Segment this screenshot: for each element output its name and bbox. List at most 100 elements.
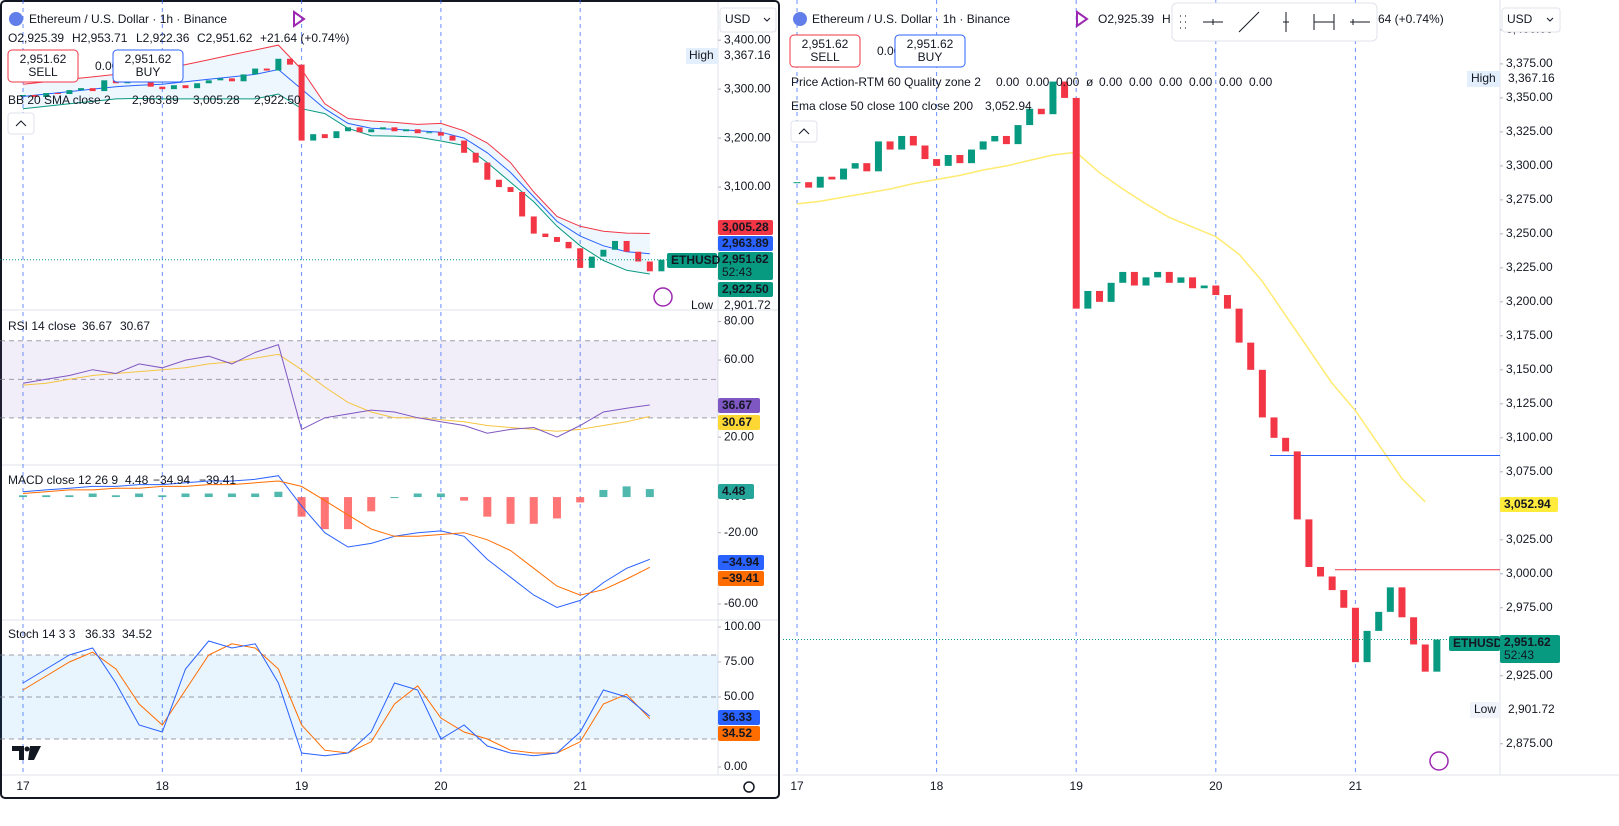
candle bbox=[793, 182, 801, 184]
candle bbox=[1386, 587, 1394, 612]
currency[interactable]: USD bbox=[725, 12, 751, 26]
price-badge: 2,951.62 bbox=[722, 252, 769, 266]
alert-icon[interactable] bbox=[1429, 751, 1449, 771]
macd-histogram-bar bbox=[227, 493, 236, 498]
candle bbox=[194, 83, 201, 89]
buy-label[interactable]: BUY bbox=[918, 50, 943, 64]
macd-histogram-bar bbox=[483, 497, 492, 517]
tv-logo bbox=[12, 746, 41, 760]
candle bbox=[933, 159, 941, 166]
symbol-icon bbox=[9, 12, 23, 26]
currency-chevron bbox=[763, 17, 771, 22]
candle bbox=[182, 85, 189, 89]
collapse-button[interactable] bbox=[790, 120, 818, 143]
candle bbox=[623, 240, 630, 252]
candle bbox=[321, 134, 328, 139]
buy-button[interactable] bbox=[894, 34, 966, 68]
sell-price[interactable]: 2,951.62 bbox=[20, 52, 67, 66]
symbol-tag: ETHUSD bbox=[671, 253, 721, 267]
candle bbox=[298, 64, 305, 141]
alert-icon[interactable] bbox=[653, 287, 673, 307]
candle bbox=[1037, 108, 1045, 115]
candle bbox=[1270, 417, 1278, 438]
candle bbox=[1293, 451, 1301, 520]
macd-histogram-bar bbox=[599, 489, 608, 498]
basis-badge-bg bbox=[718, 236, 773, 251]
candle bbox=[461, 140, 468, 153]
high-value: 3,367.16 bbox=[1508, 71, 1555, 85]
candle bbox=[979, 141, 987, 150]
time-label: 20 bbox=[434, 779, 448, 793]
y-tick-label: 3,225.00 bbox=[1506, 260, 1553, 274]
y-tick-label: 3,275.00 bbox=[1506, 192, 1553, 206]
macd-line bbox=[22, 475, 650, 609]
buy-price[interactable]: 2,951.62 bbox=[907, 37, 954, 51]
signal-line bbox=[22, 480, 651, 596]
y-tick-label: 60.00 bbox=[724, 352, 754, 366]
candle bbox=[1223, 295, 1231, 309]
macd-histogram-bar bbox=[576, 497, 585, 503]
macd-histogram-bar bbox=[135, 493, 144, 498]
candle bbox=[646, 261, 653, 272]
candle bbox=[1258, 369, 1266, 418]
sell-button[interactable] bbox=[7, 49, 79, 83]
buy-price[interactable]: 2,951.62 bbox=[125, 52, 172, 66]
price-badge-countdown: 52:43 bbox=[1504, 648, 1534, 662]
buy-label[interactable]: BUY bbox=[136, 65, 161, 79]
ohlc-value: O2,925.39 bbox=[8, 31, 64, 45]
y-tick-label: 2,925.00 bbox=[1506, 668, 1553, 682]
macd-histogram-bar bbox=[65, 495, 74, 498]
y-tick-label: 20.00 bbox=[724, 429, 754, 443]
candle bbox=[1340, 590, 1348, 608]
candle bbox=[1014, 125, 1022, 145]
pa-value: 0.00 bbox=[1159, 75, 1183, 89]
candle bbox=[530, 216, 537, 234]
candle bbox=[1049, 81, 1057, 115]
y-tick-label: 3,100.00 bbox=[724, 179, 771, 193]
time-label: 17 bbox=[790, 779, 804, 793]
tool-horizontal-line[interactable] bbox=[1203, 19, 1223, 25]
price-badge-countdown: 52:43 bbox=[722, 265, 752, 279]
tool-vertical-line[interactable] bbox=[1283, 12, 1289, 32]
stoch-d-line bbox=[22, 643, 651, 754]
tool-trend-line[interactable] bbox=[1238, 11, 1260, 33]
y-tick-label: 2,875.00 bbox=[1506, 736, 1553, 750]
sell-label[interactable]: SELL bbox=[28, 65, 58, 79]
candle bbox=[403, 129, 410, 132]
macd-histogram-bar bbox=[367, 497, 376, 512]
macd-hist-badge: 4.48 bbox=[722, 484, 746, 498]
ohlc-open: O2,925.39 bbox=[1098, 12, 1154, 26]
time-label: 20 bbox=[1209, 779, 1223, 793]
ohlc-value: H2,953.71 bbox=[72, 31, 128, 45]
buy-button[interactable] bbox=[112, 49, 184, 83]
currency-button[interactable] bbox=[719, 7, 777, 33]
rsi-line bbox=[22, 344, 650, 438]
candle bbox=[345, 127, 352, 132]
tool-date-range[interactable] bbox=[1313, 14, 1335, 30]
currency-button[interactable] bbox=[1501, 7, 1561, 33]
candle bbox=[1363, 630, 1371, 663]
currency[interactable]: USD bbox=[1507, 12, 1533, 26]
macd-histogram-bar bbox=[158, 495, 167, 498]
candle bbox=[54, 93, 61, 95]
collapse-button[interactable] bbox=[7, 112, 35, 135]
stoch-k-badge-bg bbox=[718, 710, 760, 725]
macd-histogram-bar bbox=[622, 486, 631, 498]
candle bbox=[886, 141, 894, 150]
pa-value: 0.00 bbox=[1219, 75, 1243, 89]
sell-label[interactable]: SELL bbox=[810, 50, 840, 64]
candle bbox=[840, 168, 848, 180]
candle bbox=[147, 81, 154, 87]
time-label: 19 bbox=[1070, 779, 1084, 793]
rsi-badge-bg bbox=[718, 398, 760, 413]
candle bbox=[1002, 135, 1010, 145]
tool-ray[interactable] bbox=[1350, 19, 1370, 25]
settings-button[interactable] bbox=[743, 781, 755, 793]
price-badge-bg bbox=[718, 252, 773, 280]
sell-button[interactable] bbox=[789, 34, 861, 68]
pa-value: 0.00 bbox=[1099, 75, 1123, 89]
lower-badge: 2,922.50 bbox=[722, 282, 769, 296]
ema-name: Ema close 50 close 100 close 200 bbox=[791, 99, 973, 113]
change-tail: 64 (+0.74%) bbox=[1378, 12, 1444, 26]
sell-price[interactable]: 2,951.62 bbox=[802, 37, 849, 51]
